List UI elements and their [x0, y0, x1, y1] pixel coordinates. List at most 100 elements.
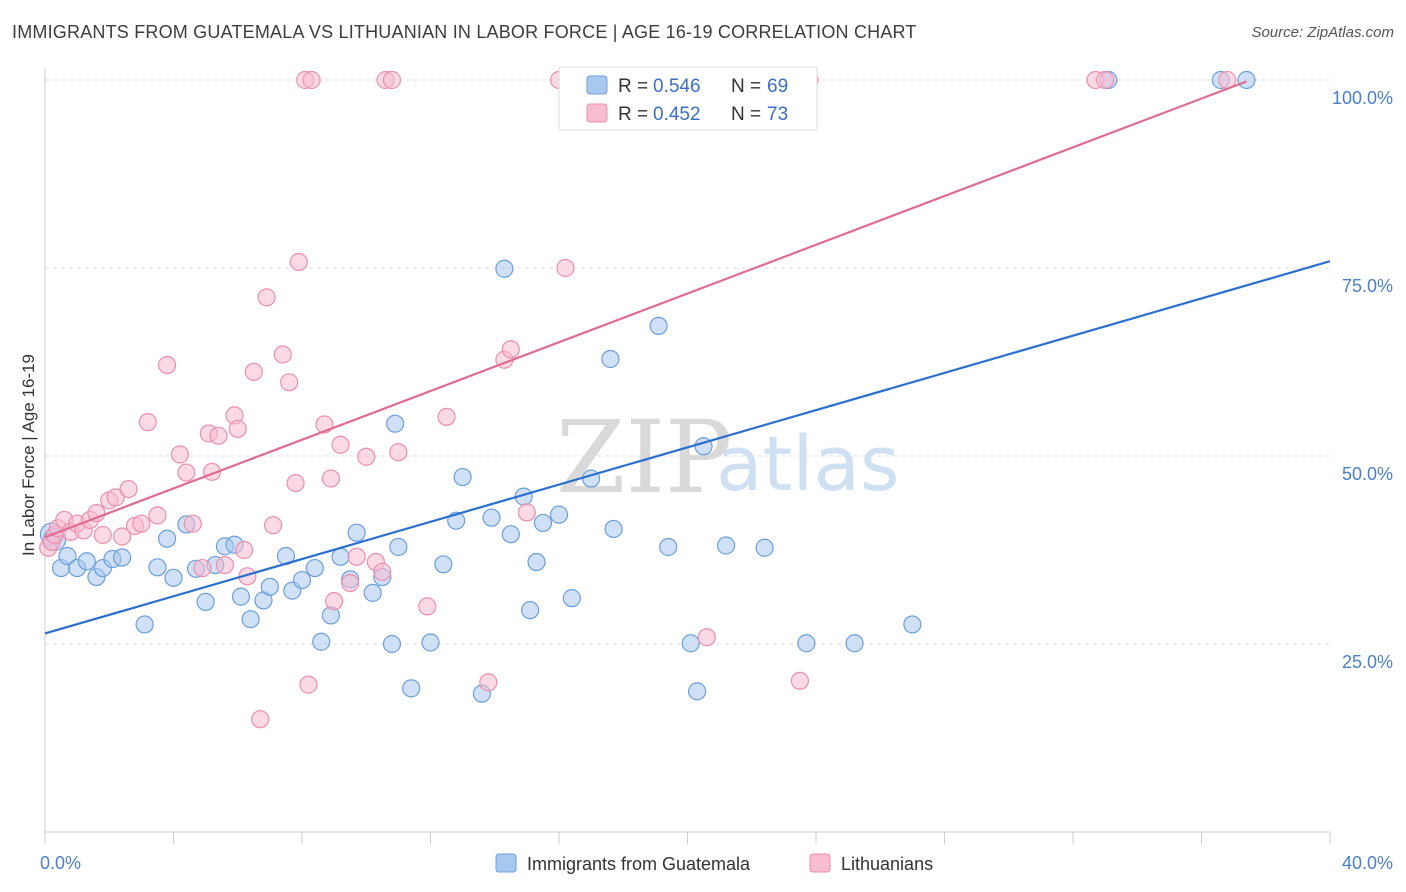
- point-lithuanians: [138, 413, 157, 432]
- point-guatemala: [312, 632, 331, 651]
- point-guatemala: [482, 508, 501, 527]
- legend-swatch-blue: [586, 75, 608, 95]
- point-guatemala: [688, 682, 707, 701]
- bottom-legend-swatch-lithuanians: [809, 853, 831, 873]
- point-guatemala: [527, 552, 546, 572]
- point-lithuanians: [170, 445, 190, 464]
- point-lithuanians: [289, 252, 308, 272]
- point-lithuanians: [177, 463, 196, 482]
- point-guatemala: [755, 538, 774, 557]
- point-lithuanians: [244, 362, 263, 381]
- bottom-legend-swatch-guatemala: [495, 853, 517, 873]
- point-guatemala: [363, 583, 382, 602]
- point-lithuanians: [299, 675, 318, 694]
- point-guatemala: [681, 634, 700, 653]
- point-lithuanians: [215, 555, 234, 575]
- point-lithuanians: [331, 435, 350, 454]
- point-guatemala: [797, 634, 816, 653]
- point-guatemala: [196, 592, 215, 611]
- point-lithuanians: [479, 673, 498, 692]
- point-guatemala: [164, 568, 183, 587]
- watermark-zip: ZIP: [556, 399, 732, 516]
- point-guatemala: [549, 505, 569, 524]
- legend-r-label-1: R =: [618, 104, 648, 125]
- point-lithuanians: [325, 592, 344, 611]
- watermark-atlas: atlas: [716, 419, 900, 508]
- point-guatemala: [77, 552, 96, 571]
- points-layer: [39, 70, 1256, 729]
- point-lithuanians: [341, 573, 360, 593]
- point-lithuanians: [357, 447, 376, 466]
- point-lithuanians: [501, 340, 520, 359]
- point-lithuanians: [209, 426, 228, 445]
- bottom-legend: Immigrants from Guatemala Lithuanians: [495, 853, 933, 874]
- point-guatemala: [604, 519, 623, 539]
- point-guatemala: [231, 587, 251, 606]
- point-lithuanians: [517, 503, 536, 522]
- chart-title: IMMIGRANTS FROM GUATEMALA VS LITHUANIAN …: [12, 22, 917, 42]
- point-guatemala: [495, 259, 514, 278]
- point-guatemala: [305, 558, 324, 578]
- legend-swatch-pink: [586, 103, 608, 123]
- point-guatemala: [58, 546, 77, 566]
- point-guatemala: [157, 529, 177, 548]
- point-guatemala: [453, 467, 472, 487]
- point-guatemala: [148, 558, 167, 577]
- point-guatemala: [382, 634, 402, 654]
- watermark: ZIP atlas: [556, 399, 900, 516]
- point-guatemala: [716, 536, 736, 555]
- point-guatemala: [260, 577, 279, 596]
- point-guatemala: [562, 589, 581, 608]
- point-lithuanians: [556, 258, 575, 278]
- point-lithuanians: [437, 407, 456, 426]
- point-guatemala: [1237, 70, 1256, 90]
- point-guatemala: [649, 316, 668, 336]
- point-guatemala: [501, 525, 520, 544]
- point-guatemala: [903, 615, 922, 634]
- point-guatemala: [386, 414, 405, 433]
- trendline-guatemala: [44, 260, 1331, 635]
- point-guatemala: [601, 349, 620, 369]
- point-lithuanians: [382, 70, 402, 90]
- point-guatemala: [347, 523, 366, 542]
- point-lithuanians: [193, 558, 212, 578]
- trend-layer: [44, 80, 1331, 635]
- point-lithuanians: [302, 70, 321, 90]
- point-lithuanians: [157, 355, 177, 375]
- point-lithuanians: [87, 504, 106, 523]
- point-guatemala: [434, 555, 453, 574]
- axis-layer: 25.0% 50.0% 75.0% 100.0% 0.0% 40.0%: [40, 68, 1393, 873]
- chart-source: Source: ZipAtlas.com: [1251, 24, 1394, 41]
- point-guatemala: [135, 615, 154, 634]
- point-guatemala: [241, 610, 260, 629]
- legend-n-label-1: N =: [731, 104, 761, 125]
- x-tick-label: 40.0%: [1342, 853, 1393, 873]
- point-lithuanians: [251, 710, 270, 729]
- point-lithuanians: [286, 473, 305, 493]
- point-guatemala: [402, 679, 421, 698]
- point-lithuanians: [235, 540, 254, 560]
- point-lithuanians: [257, 288, 276, 307]
- point-lithuanians: [119, 479, 138, 499]
- point-lithuanians: [418, 597, 437, 616]
- y-tick-label: 100.0%: [1332, 88, 1393, 108]
- trendline-lithuanians: [44, 80, 1247, 539]
- bottom-legend-label-guatemala: Immigrants from Guatemala: [527, 854, 751, 874]
- legend: R = 0.546 N = 69 R = 0.452 N = 73: [558, 66, 818, 131]
- point-lithuanians: [228, 419, 247, 439]
- point-guatemala: [533, 513, 553, 533]
- point-lithuanians: [280, 373, 299, 392]
- point-lithuanians: [183, 514, 202, 533]
- y-tick-label: 25.0%: [1342, 652, 1393, 672]
- point-lithuanians: [373, 562, 392, 581]
- point-lithuanians: [389, 443, 408, 462]
- point-lithuanians: [106, 488, 125, 507]
- point-lithuanians: [790, 671, 810, 690]
- point-lithuanians: [321, 469, 341, 488]
- point-lithuanians: [347, 547, 366, 566]
- point-guatemala: [292, 570, 312, 590]
- point-lithuanians: [697, 628, 716, 647]
- point-guatemala: [331, 547, 350, 566]
- y-axis-label: In Labor Force | Age 16-19: [19, 354, 38, 556]
